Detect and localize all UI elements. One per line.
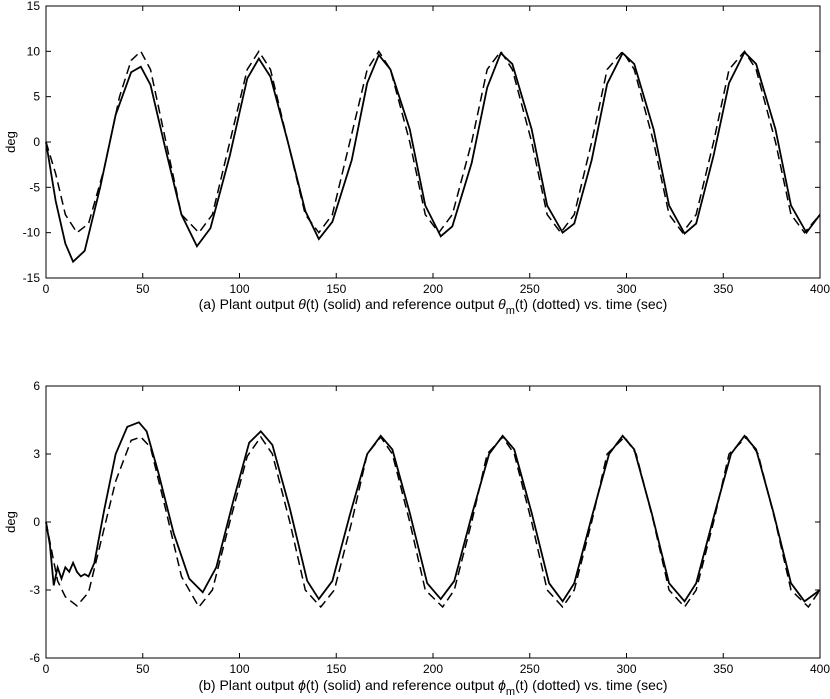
series-line-dashed bbox=[45, 49, 821, 234]
x-tick-label: 50 bbox=[136, 282, 150, 296]
plot-frame bbox=[45, 5, 821, 279]
caption-segment: ϕ bbox=[498, 677, 506, 693]
caption-segment: (b) Plant output bbox=[198, 677, 298, 693]
caption-segment: θ bbox=[498, 296, 506, 312]
x-tick-label: 350 bbox=[713, 662, 733, 676]
y-tick-label: 3 bbox=[33, 447, 40, 461]
x-tick-label: 250 bbox=[520, 662, 540, 676]
x-tick-label: 400 bbox=[810, 282, 830, 296]
caption-segment: m bbox=[506, 305, 515, 317]
x-tick-label: 350 bbox=[713, 282, 733, 296]
y-tick-label: -15 bbox=[23, 271, 41, 285]
y-tick-label: -3 bbox=[29, 583, 40, 597]
x-tick-label: 50 bbox=[136, 662, 150, 676]
x-tick-label: 0 bbox=[43, 282, 50, 296]
series-line-solid bbox=[45, 421, 821, 603]
caption-segment: θ bbox=[298, 296, 306, 312]
caption-segment: (t) (dotted) vs. time (sec) bbox=[515, 677, 667, 693]
caption-segment: (t) (solid) and reference output bbox=[306, 677, 498, 693]
x-tick-label: 400 bbox=[810, 662, 830, 676]
series-line-dashed bbox=[45, 435, 821, 609]
y-tick-label: 0 bbox=[33, 135, 40, 149]
caption-segment: ϕ bbox=[298, 677, 306, 693]
y-axis-label: deg bbox=[3, 511, 18, 533]
x-tick-label: 250 bbox=[520, 282, 540, 296]
x-tick-label: 150 bbox=[326, 282, 346, 296]
x-tick-label: 300 bbox=[616, 662, 636, 676]
y-tick-label: 0 bbox=[33, 515, 40, 529]
caption-segment: (t) (solid) and reference output bbox=[306, 296, 498, 312]
y-axis-label: deg bbox=[3, 131, 18, 153]
x-tick-label: 100 bbox=[229, 662, 249, 676]
x-axis-caption: (b) Plant output ϕ(t) (solid) and refere… bbox=[198, 677, 667, 698]
plot-frame bbox=[45, 385, 821, 659]
caption-segment: m bbox=[506, 686, 515, 698]
x-tick-label: 150 bbox=[326, 662, 346, 676]
y-tick-label: -5 bbox=[29, 180, 40, 194]
y-tick-label: 15 bbox=[27, 0, 41, 13]
y-tick-label: 6 bbox=[33, 379, 40, 393]
caption-segment: (a) Plant output bbox=[199, 296, 299, 312]
chart-panel-b: 0 50 100 150 200 250 300 350 400 -6 -3 0 3 6 deg (b) Pl… bbox=[3, 379, 830, 698]
series-line-solid bbox=[45, 50, 821, 264]
y-tick-label: -10 bbox=[23, 226, 41, 240]
x-tick-label: 100 bbox=[229, 282, 249, 296]
x-tick-label: 200 bbox=[423, 282, 443, 296]
x-tick-label: 200 bbox=[423, 662, 443, 676]
y-tick-label: -6 bbox=[29, 651, 40, 665]
y-tick-label: 5 bbox=[33, 90, 40, 104]
caption-segment: (t) (dotted) vs. time (sec) bbox=[515, 296, 667, 312]
x-tick-label: 300 bbox=[616, 282, 636, 296]
x-axis-caption: (a) Plant output θ(t) (solid) and refere… bbox=[199, 296, 668, 317]
chart-panel-a: 0 50 100 150 200 250 300 350 400 -15 -10 -5 0 5 10 15 de… bbox=[3, 0, 830, 317]
x-tick-label: 0 bbox=[43, 662, 50, 676]
y-tick-label: 10 bbox=[27, 44, 41, 58]
